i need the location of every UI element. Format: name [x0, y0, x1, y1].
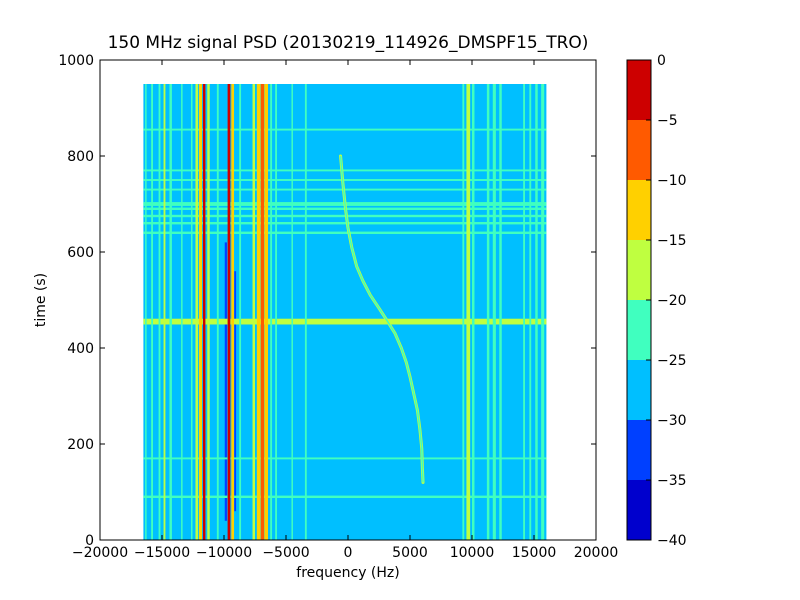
heatmap-horizontal-line — [143, 179, 547, 181]
colorbar-tick-label: −30 — [657, 413, 687, 429]
heatmap-vertical-line — [191, 84, 193, 540]
heatmap-vertical-line — [181, 84, 183, 540]
y-axis: 0 200 400 600 800 1000 — [58, 53, 596, 549]
colorbar-tick-label: −10 — [657, 173, 687, 189]
colorbar-segment — [627, 420, 651, 480]
colorbar-segment — [627, 120, 651, 180]
chart-title: 150 MHz signal PSD (20130219_114926_DMSP… — [108, 33, 589, 53]
heatmap-horizontal-line — [143, 128, 547, 131]
heatmap-vertical-line — [169, 84, 172, 540]
x-tick-label: −20000 — [72, 545, 128, 561]
heatmap-vertical-line — [256, 84, 261, 540]
y-tick-label: 800 — [67, 149, 94, 165]
heatmap-horizontal-line — [143, 169, 547, 172]
heatmap-vertical-line — [275, 84, 278, 540]
y-tick-label: 1000 — [58, 53, 94, 69]
heatmap-horizontal-line — [143, 457, 547, 460]
colorbar-segment — [627, 240, 651, 300]
colorbar: −40 −35 −30 −25 −20 −15 −10 −5 0 — [626, 53, 687, 549]
x-tick-label: −5000 — [262, 545, 309, 561]
heatmap-background — [143, 84, 547, 540]
colorbar-tick-label: 0 — [657, 53, 666, 69]
x-tick-label: 5000 — [392, 545, 428, 561]
colorbar-segment — [627, 360, 651, 420]
heatmap-horizontal-line — [143, 214, 547, 218]
y-tick-label: 400 — [67, 341, 94, 357]
colorbar-segment — [627, 300, 651, 360]
heatmap-vertical-line — [252, 84, 255, 540]
colorbar-tick-label: −20 — [657, 293, 687, 309]
heatmap-vertical-line — [239, 84, 242, 540]
heatmap-vertical-line — [529, 84, 532, 540]
plot-area — [100, 60, 596, 540]
colorbar-tick-label: −40 — [657, 533, 687, 549]
heatmap-low-power-patch — [234, 271, 237, 512]
heatmap-vertical-line — [158, 84, 161, 540]
heatmap-vertical-line — [270, 84, 273, 540]
colorbar-tick-label: −35 — [657, 473, 687, 489]
colorbar-segment — [627, 60, 651, 120]
heatmap-horizontal-line — [143, 222, 547, 225]
colorbar-tick-label: −15 — [657, 233, 687, 249]
heatmap-vertical-line — [227, 84, 231, 540]
heatmap-vertical-line — [216, 84, 219, 540]
heatmap-vertical-line — [466, 84, 471, 540]
heatmap-vertical-line — [486, 84, 490, 540]
heatmap-vertical-line — [198, 84, 202, 540]
heatmap-vertical-line — [163, 84, 166, 540]
y-axis-label: time (s) — [33, 273, 49, 327]
colorbar-segment — [627, 180, 651, 240]
x-tick-label: 0 — [344, 545, 353, 561]
x-tick-label: 20000 — [574, 545, 619, 561]
x-tick-label: −10000 — [196, 545, 252, 561]
heatmap-vertical-line — [541, 84, 545, 540]
heatmap-vertical-line — [264, 84, 269, 540]
heatmap-vertical-line — [535, 84, 538, 540]
heatmap-horizontal-line — [143, 318, 547, 325]
x-axis-label: frequency (Hz) — [296, 565, 399, 581]
y-tick-label: 200 — [67, 437, 94, 453]
colorbar-tick-label: −25 — [657, 353, 687, 369]
heatmap-vertical-line — [499, 84, 502, 540]
colorbar-tick-label: −5 — [657, 113, 678, 129]
x-axis: −20000 −15000 −10000 −5000 0 5000 10000 15000 20… — [72, 60, 618, 561]
heatmap-vertical-line — [145, 84, 147, 540]
heatmap-vertical-line — [523, 84, 526, 540]
heatmap-vertical-line — [304, 84, 307, 540]
y-tick-label: 600 — [67, 245, 94, 261]
heatmap-vertical-line — [462, 84, 465, 540]
heatmap-vertical-line — [207, 84, 210, 540]
heatmap-horizontal-line — [143, 495, 547, 498]
heatmap-vertical-line — [472, 84, 475, 540]
x-tick-label: 10000 — [450, 545, 495, 561]
heatmap-horizontal-line — [143, 231, 547, 234]
y-tick-label: 0 — [85, 533, 94, 549]
doppler-track — [339, 155, 424, 483]
heatmap-vertical-line — [202, 84, 206, 540]
colorbar-segment — [627, 480, 651, 540]
x-tick-label: −15000 — [134, 545, 190, 561]
heatmap-vertical-line — [492, 84, 496, 540]
heatmap-vertical-line — [195, 84, 198, 540]
heatmap-vertical-line — [291, 84, 293, 540]
heatmap-vertical-line — [260, 84, 264, 540]
x-tick-label: 15000 — [512, 545, 557, 561]
heatmap-low-power-patch — [224, 242, 227, 521]
heatmap-vertical-line — [151, 84, 154, 540]
heatmap-layer — [143, 84, 547, 540]
heatmap-vertical-line — [231, 84, 235, 540]
